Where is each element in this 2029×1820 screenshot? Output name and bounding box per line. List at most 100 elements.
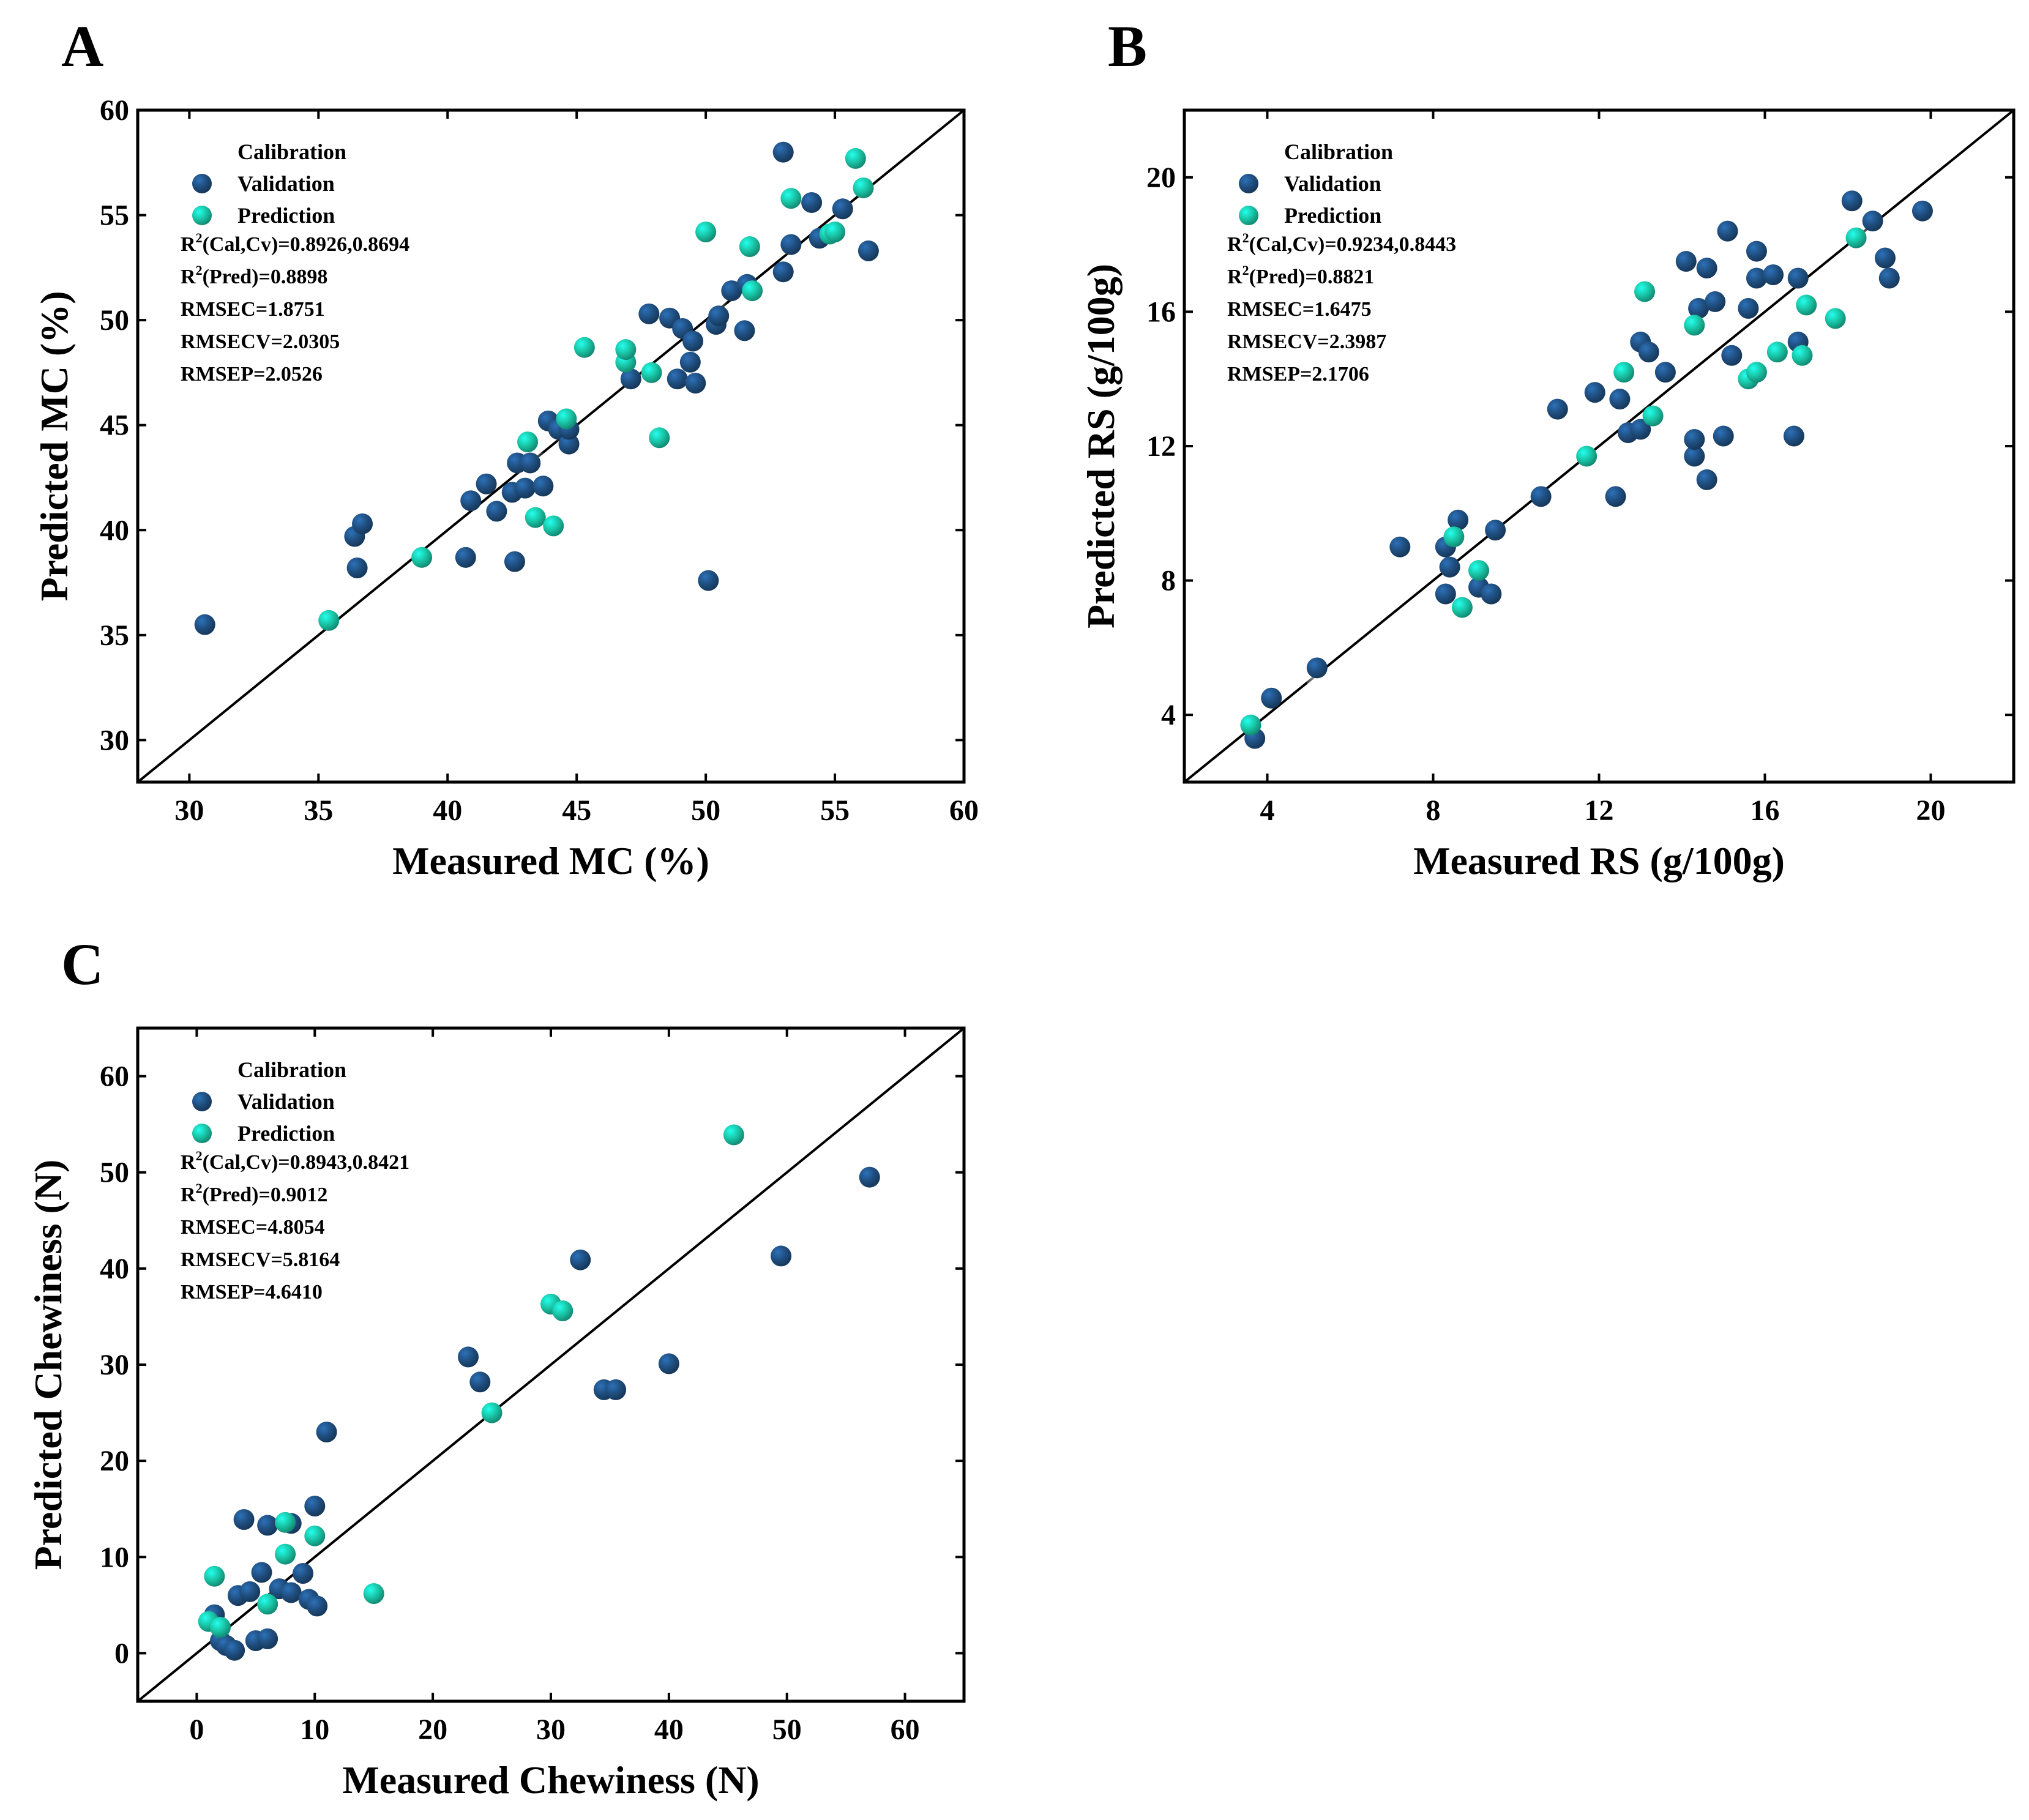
prediction-point (742, 280, 763, 302)
panel-c: C 0 10 20 30 40 50 60 0 10 20 30 40 50 60 Measured Chew… (26, 931, 966, 1802)
validation-point (1763, 264, 1784, 286)
x-tick-label: 40 (654, 1714, 684, 1746)
x-axis-title-c: Measured Chewiness (N) (342, 1758, 759, 1802)
validation-point (1696, 258, 1717, 279)
calibration-point (194, 647, 215, 669)
y-tick-label: 60 (100, 1061, 129, 1093)
validation-point (708, 305, 730, 327)
y-tick-label: 0 (114, 1637, 129, 1669)
y-tick-label: 4 (1161, 699, 1176, 731)
prediction-point (824, 222, 846, 243)
validation-point (316, 1422, 337, 1442)
validation-point (780, 234, 802, 255)
validation-point (520, 452, 541, 474)
prediction-point (723, 1124, 744, 1146)
validation-point (605, 1379, 627, 1400)
x-tick-label: 12 (1585, 794, 1614, 827)
legend-label-calibration: Calibration (237, 140, 346, 164)
panel-letter-b: B (1108, 13, 1147, 79)
validation-point (532, 476, 554, 497)
prediction-point (525, 507, 546, 528)
prediction-point (1240, 714, 1261, 736)
panel-letter-a: A (61, 13, 103, 79)
x-tick-label: 8 (1426, 794, 1441, 827)
validation-point (1530, 486, 1552, 507)
x-tick-label: 50 (772, 1714, 802, 1746)
panel-b: B 4 8 12 16 20 4 8 12 16 20 Measured RS (g/100g) Pre… (1079, 13, 2016, 882)
validation-point (1630, 419, 1651, 440)
calibration-point (346, 574, 368, 595)
prediction-point (275, 1512, 296, 1533)
validation-point (638, 303, 660, 324)
prediction-point (1746, 362, 1767, 383)
validation-point (293, 1563, 313, 1584)
x-axis-title-b: Measured RS (g/100g) (1413, 839, 1785, 882)
validation-point (667, 368, 688, 390)
validation-point (832, 198, 853, 220)
stat-line: R2(Pred)=0.9012 (181, 1180, 327, 1206)
validation-point (455, 546, 476, 568)
validation-point (257, 1628, 278, 1649)
validation-point (685, 373, 706, 394)
validation-point (772, 261, 794, 283)
x-tick-label: 35 (304, 794, 333, 827)
prediction-point (1468, 560, 1490, 581)
prediction-point (552, 1300, 574, 1321)
validation-point (514, 477, 536, 499)
series-calibration-b (1306, 197, 1933, 692)
stat-line: RMSEP=2.0526 (181, 363, 323, 386)
x-tick-label: 60 (949, 794, 979, 827)
prediction-point (481, 1402, 503, 1423)
legend-label-calibration: Calibration (237, 1057, 346, 1082)
x-tick-label: 20 (1916, 794, 1946, 827)
validation-point (1787, 267, 1809, 289)
x-tick-label: 16 (1751, 794, 1780, 827)
prediction-point (411, 546, 433, 568)
calibration-point (1638, 469, 1659, 490)
legend-label-prediction: Prediction (1284, 203, 1381, 228)
calibration-point (1547, 382, 1568, 403)
prediction-point (363, 1583, 384, 1604)
series-validation-a (194, 141, 879, 635)
calibration-point (1613, 405, 1635, 427)
legend-marker-calibration (192, 1060, 212, 1080)
validation-point (859, 1166, 880, 1188)
calibration-point (1675, 284, 1697, 305)
legend-marker-validation (1239, 174, 1258, 193)
y-tick-label: 30 (100, 724, 129, 756)
calibration-point (1783, 402, 1804, 423)
validation-point (620, 368, 641, 390)
validation-point (504, 551, 525, 572)
validation-point (486, 501, 507, 522)
series-validation-b (1244, 190, 1933, 749)
x-tick-label: 30 (536, 1714, 566, 1746)
prediction-point (1576, 446, 1597, 467)
stat-line: RMSEC=4.8054 (181, 1216, 325, 1239)
validation-point (352, 513, 373, 534)
series-prediction-a (318, 147, 874, 631)
stat-line: R2(Pred)=0.8898 (181, 263, 327, 288)
series-prediction-b (1240, 227, 1867, 736)
legend-marker-validation (192, 174, 212, 193)
series-prediction-c (198, 1124, 744, 1638)
prediction-point (543, 515, 564, 537)
validation-point (682, 330, 704, 352)
stat-line: R2(Pred)=0.8821 (1227, 263, 1374, 288)
validation-point (1306, 657, 1328, 679)
legend-marker-calibration (1239, 142, 1258, 162)
validation-point (1547, 398, 1568, 420)
y-axis-title-a: Predicted MC (%) (32, 291, 76, 601)
x-tick-label: 30 (174, 794, 204, 827)
validation-point (280, 1582, 302, 1603)
validation-point (1746, 241, 1767, 262)
stat-line: RMSECV=5.8164 (181, 1248, 340, 1271)
x-tick-label: 4 (1260, 794, 1275, 827)
calibration-point (859, 1136, 880, 1158)
y-tick-label: 50 (100, 304, 129, 337)
stat-line: RMSEC=1.6475 (1227, 298, 1372, 321)
legend-marker-prediction (1239, 206, 1258, 225)
series-validation-c (204, 1166, 880, 1661)
validation-point (194, 614, 215, 635)
validation-point (679, 351, 701, 373)
stat-line: RMSEP=4.6410 (181, 1281, 323, 1303)
